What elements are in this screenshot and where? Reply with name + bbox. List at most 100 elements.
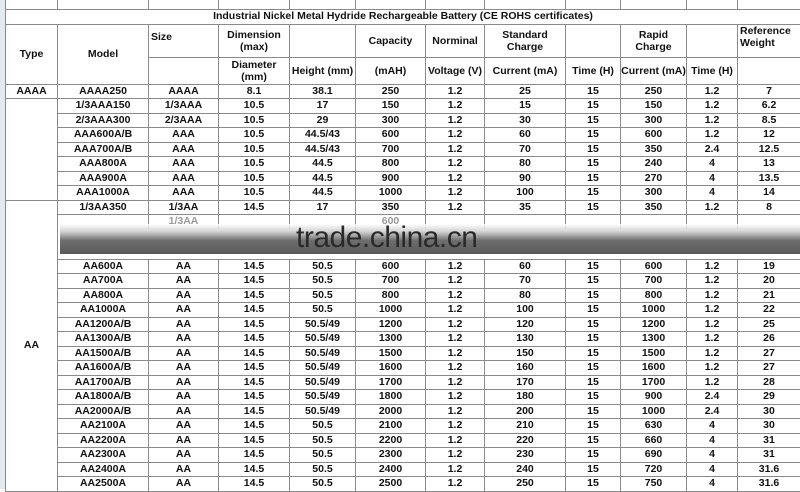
table-cell: 13 [738,157,800,172]
table-cell: 14.5 [219,317,290,332]
table-cell: 300 [621,113,687,128]
table-cell: 50.5 [290,288,356,303]
table-cell: 44.5 [290,186,356,201]
header-std-time: Time (H) [566,57,621,84]
table-cell: 10.5 [219,113,290,128]
table-cell: 10.5 [219,128,290,143]
table-cell: 300 [621,186,687,201]
table-cell: 1000 [621,404,687,419]
table-cell: 50.5 [290,419,356,434]
table-cell: 1700 [356,375,426,390]
table-cell: 50.5/49 [290,361,356,376]
model-cell: AAA600A/B [58,128,149,143]
table-cell: 60 [485,128,566,143]
table-cell: AA [149,332,219,347]
table-cell: 720 [621,462,687,477]
table-cell: 1300 [356,332,426,347]
table-cell: 15 [566,200,621,215]
table-cell: 800 [356,288,426,303]
table-cell: 70 [485,142,566,157]
table-cell: 130 [485,332,566,347]
table-cell: AA [149,375,219,390]
table-cell: 1.2 [426,375,485,390]
table-cell: AAA [149,128,219,143]
table-cell: 1.2 [687,84,738,99]
header-blank [738,57,800,84]
table-cell: 350 [621,142,687,157]
table-cell: 800 [356,157,426,172]
table-cell: 10.5 [219,157,290,172]
table-cell: 50.5 [290,448,356,463]
table-cell: 1.2 [687,375,738,390]
table-cell: 50.5/49 [290,317,356,332]
model-cell: 1/3AAA150 [58,99,149,114]
table-cell: 19 [738,259,800,274]
table-cell: 1500 [356,346,426,361]
table-cell: 700 [356,274,426,289]
table-cell: 1.2 [687,303,738,318]
table-cell: 1.2 [426,448,485,463]
header-capacity-unit: (mAH) [356,57,426,84]
table-cell: 4 [687,157,738,172]
table-cell: 900 [356,171,426,186]
table-cell: 14.5 [219,288,290,303]
header-standard-charge: Standard Charge [485,24,566,57]
table-cell: 15 [566,186,621,201]
table-cell: 100 [485,303,566,318]
table-cell: 4 [687,433,738,448]
table-cell: 7 [738,84,800,99]
table-cell: 600 [621,259,687,274]
type-cell: AAAA [6,84,58,99]
table-cell: 50.5 [290,303,356,318]
table-cell: AAA [149,157,219,172]
model-cell: AA600A [58,259,149,274]
top-partial-row [6,0,800,9]
table-cell: 1.2 [426,128,485,143]
table-cell: 14.5 [219,361,290,376]
header-rapid-charge: Rapid Charge [621,24,687,57]
table-cell: 26 [738,332,800,347]
table-cell: 8 [738,200,800,215]
table-cell: 10.5 [219,142,290,157]
table-cell: 14.5 [219,259,290,274]
table-cell: 1300 [621,332,687,347]
table-title: Industrial Nickel Metal Hydride Recharge… [6,9,800,24]
table-cell: 2.4 [687,142,738,157]
model-cell: AAA1000A [58,186,149,201]
table-cell: 15 [566,128,621,143]
table-cell: AAAA [149,84,219,99]
table-cell: 150 [356,99,426,114]
model-cell: AA1300A/B [58,332,149,347]
table-cell: 1.2 [426,317,485,332]
table-cell: 1.2 [687,259,738,274]
table-cell: AA [149,433,219,448]
table-cell: 1.2 [426,404,485,419]
table-cell: 15 [566,346,621,361]
table-cell: 700 [356,142,426,157]
table-cell: 14.5 [219,404,290,419]
header-dimension: Dimension (max) [219,24,290,57]
model-cell: AA2200A [58,433,149,448]
table-cell: 14.5 [219,375,290,390]
table-cell: 1000 [356,186,426,201]
header-row-1: Type Model Size Dimension (max) Capacity… [6,24,800,57]
table-cell: 25 [738,317,800,332]
table-cell: 50.5/49 [290,346,356,361]
model-cell: AAA700A/B [58,142,149,157]
table-cell: 14.5 [219,390,290,405]
table-cell: 2200 [356,433,426,448]
table-cell: 230 [485,448,566,463]
table-cell: 14.5 [219,448,290,463]
table-cell: 15 [566,288,621,303]
table-cell: 2400 [356,462,426,477]
header-height: Height (mm) [290,57,356,84]
model-cell: 1/3AA350 [58,200,149,215]
